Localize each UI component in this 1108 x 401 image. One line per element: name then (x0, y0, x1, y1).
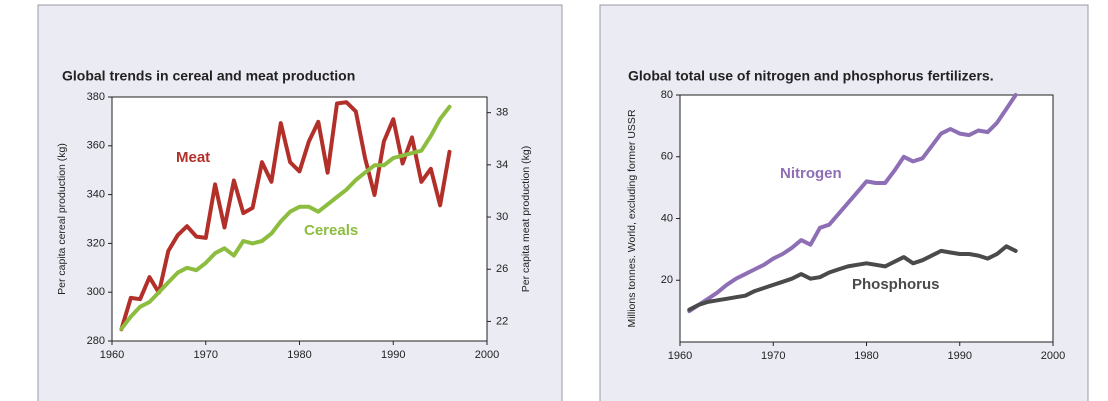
series-label: Phosphorus (852, 276, 940, 293)
y2-tick-label: 30 (496, 211, 508, 223)
plot-area (111, 96, 488, 342)
x-tick-label: 1970 (761, 350, 785, 362)
series-label: Cereals (304, 222, 358, 239)
series-line (687, 93, 1018, 314)
x-tick-label: 2000 (475, 349, 499, 361)
plot-area (679, 94, 1054, 343)
chart-title: Global trends in cereal and meat product… (62, 68, 355, 84)
chart-title: Global total use of nitrogen and phospho… (628, 68, 994, 84)
y-tick-label: 380 (87, 91, 105, 103)
y-tick-label: 360 (87, 140, 105, 152)
x-tick-label: 1960 (100, 349, 124, 361)
x-tick-label: 1960 (668, 350, 692, 362)
y2-axis-label: Per capita meat production (kg) (520, 146, 532, 293)
series-label: Meat (176, 149, 210, 166)
y-tick-label: 60 (661, 151, 673, 163)
x-tick-label: 1970 (194, 349, 218, 361)
y2-tick-label: 38 (496, 107, 508, 119)
x-tick-label: 1990 (948, 350, 972, 362)
y-tick-label: 20 (661, 274, 673, 286)
y2-tick-label: 34 (496, 159, 508, 171)
x-tick-label: 1980 (287, 349, 311, 361)
y2-tick-label: 26 (496, 263, 508, 275)
series-line (119, 104, 452, 331)
series-line (687, 244, 1018, 312)
y-tick-label: 40 (661, 212, 673, 224)
y-tick-label: 300 (87, 286, 105, 298)
y-axis-label: Millions tonnes. World, excluding former… (626, 109, 638, 327)
x-tick-label: 1990 (381, 349, 405, 361)
y-tick-label: 280 (87, 335, 105, 347)
y-tick-label: 340 (87, 189, 105, 201)
series-label: Nitrogen (780, 165, 842, 182)
y-axis-label: Per capita cereal production (kg) (56, 143, 68, 295)
y-tick-label: 80 (661, 89, 673, 101)
series-line (119, 100, 452, 332)
x-tick-label: 2000 (1041, 350, 1065, 362)
x-tick-label: 1980 (854, 350, 878, 362)
y-tick-label: 320 (87, 237, 105, 249)
y2-tick-label: 22 (496, 315, 508, 327)
